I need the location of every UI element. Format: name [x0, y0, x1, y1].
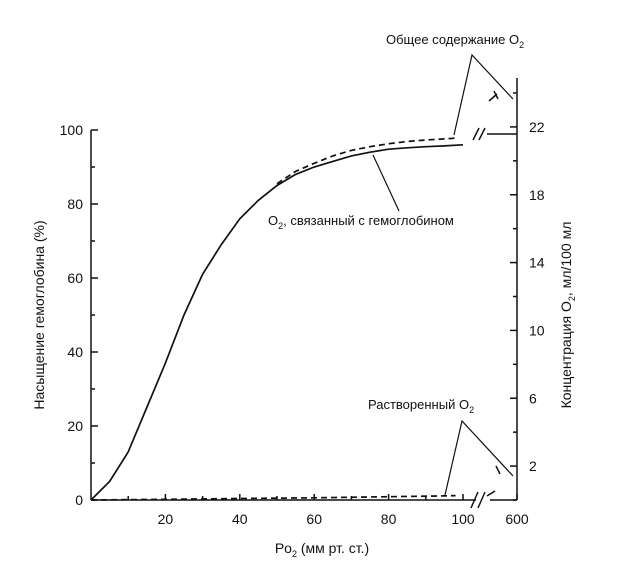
y-right-tick-label: 18 — [529, 187, 545, 203]
x-tick-label: 40 — [232, 511, 248, 527]
y-right-tick-label: 6 — [529, 390, 537, 406]
leader-bound-o2 — [372, 154, 400, 212]
x-axis-title: Po2 (мм рт. ст.) — [275, 540, 369, 559]
axes — [90, 78, 518, 501]
leader-total-o2 — [453, 53, 514, 136]
y-right-tick-label: 22 — [529, 119, 545, 135]
series-dissolved-o2-continuation — [486, 490, 496, 497]
curve-break-mark — [478, 127, 486, 141]
x-tick-label-600: 600 — [505, 511, 529, 527]
y-left-tick-label: 60 — [67, 270, 83, 286]
series-bound-o2-line — [90, 143, 464, 501]
y-left-tick-label: 80 — [67, 196, 83, 212]
y-right-tick-label: 10 — [529, 322, 545, 338]
dissolved-marker — [495, 465, 501, 475]
x-tick-label: 20 — [158, 511, 174, 527]
series-total-o2-line — [276, 137, 456, 185]
x-tick-label: 60 — [306, 511, 322, 527]
y-left-tick-label: 20 — [67, 418, 83, 434]
series — [90, 90, 517, 501]
annotation-total-o2: Общее содержание O2 — [386, 32, 524, 50]
y-left-tick-label: 0 — [75, 492, 83, 508]
y-axis-right-title: Концентрация O2, мл/100 мл — [558, 222, 577, 409]
y-right-tick-label: 2 — [529, 458, 537, 474]
ticks: 0 20 40 60 80 100 20 40 60 80 100 600 2 6 10 14 18 22 — [60, 92, 545, 527]
x-tick-label: 80 — [381, 511, 397, 527]
y-axis-left-title: Насыщение гемоглобина (%) — [31, 220, 47, 409]
x-axis-break-mark — [470, 491, 479, 509]
axis-breaks — [470, 127, 486, 509]
series-dissolved-o2-line — [90, 494, 456, 501]
total-marker — [493, 90, 499, 100]
leader-dissolved-o2 — [444, 419, 514, 496]
y-left-tick-label: 100 — [60, 122, 84, 138]
annotation-leaders — [372, 53, 514, 496]
x-tick-label: 100 — [451, 511, 475, 527]
annotation-bound-o2: O2, связанный с гемоглобином — [268, 213, 454, 231]
x-axis-break-mark — [477, 491, 486, 509]
annotation-dissolved-o2: Растворенный O2 — [368, 397, 474, 415]
y-right-tick-label: 14 — [529, 255, 545, 271]
y-left-tick-label: 40 — [67, 344, 83, 360]
curve-break-mark — [472, 127, 480, 141]
